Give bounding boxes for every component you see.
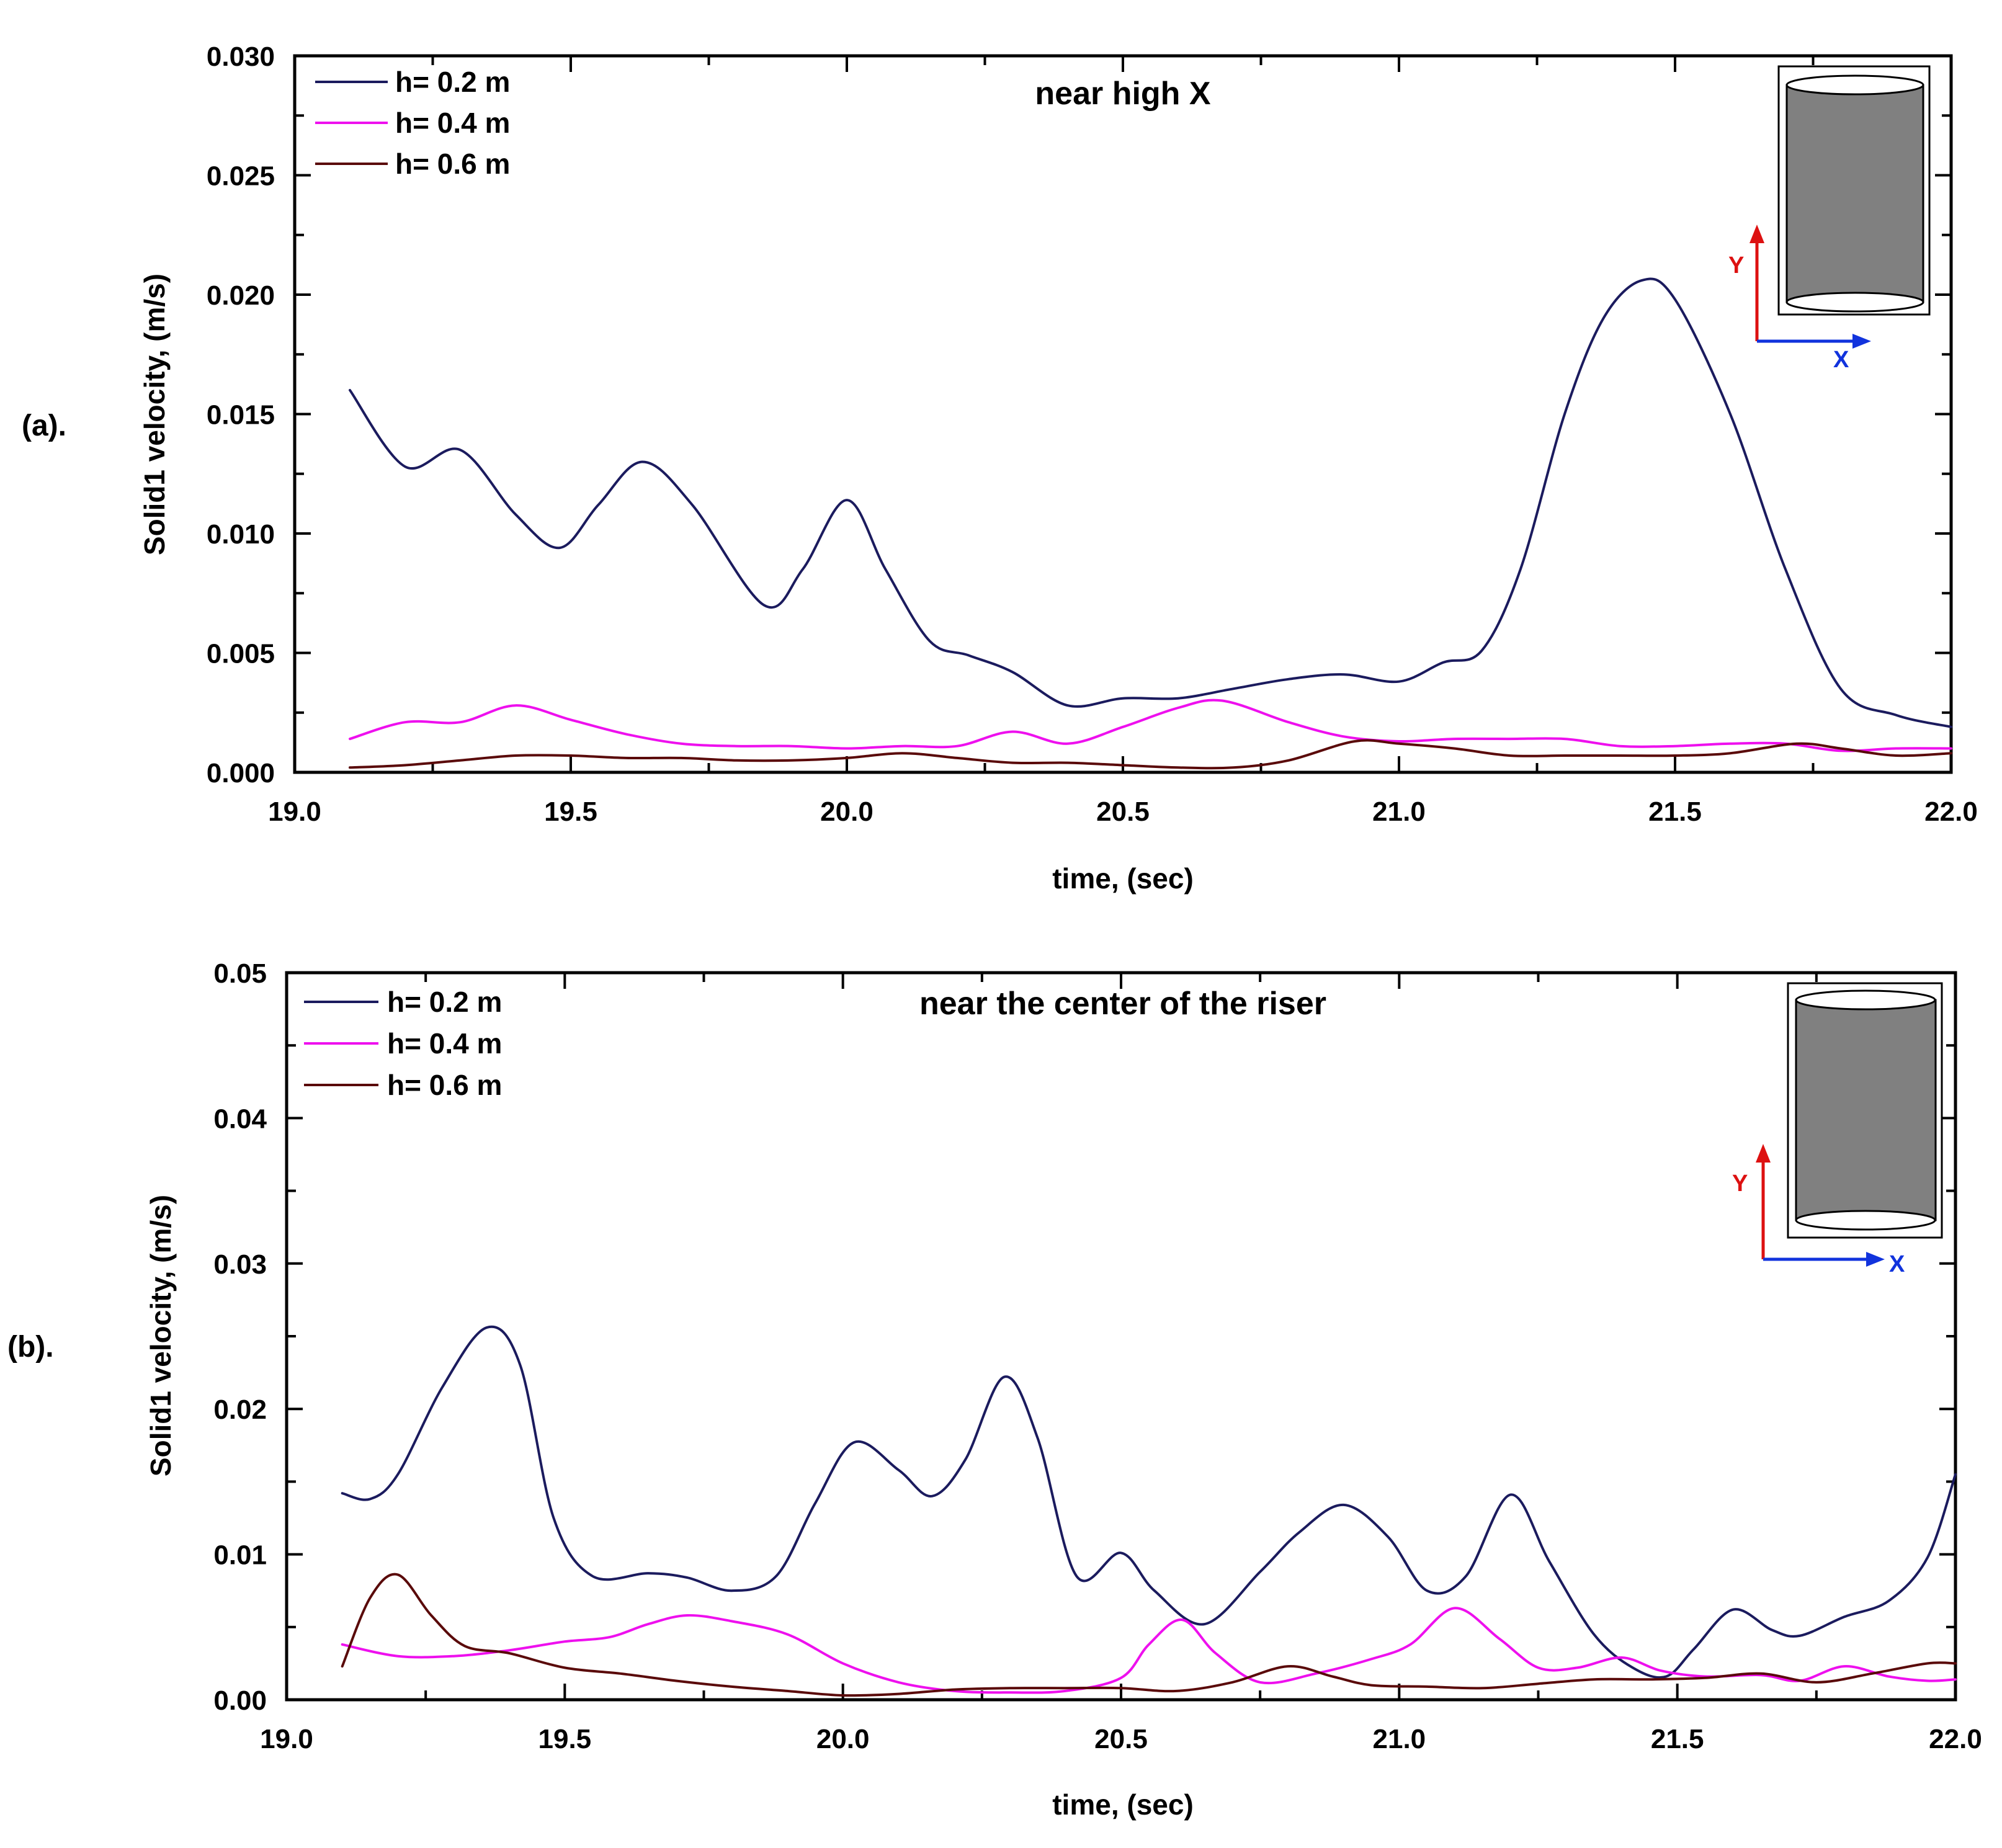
panel-b-x-axis-title: time, (sec) — [1052, 1788, 1194, 1821]
cylinder-icon — [1785, 74, 1924, 313]
panel-b-y-axis-title: Solid1 velocity, (m/s) — [145, 1195, 177, 1476]
x-axis-arrow-icon — [1757, 334, 1871, 349]
panel-a-legend: h= 0.2 m h= 0.4 m h= 0.6 m — [315, 66, 510, 180]
panel-a-y-tick-label: 0.025 — [207, 161, 275, 192]
panel-a-legend-label-h02: h= 0.2 m — [395, 66, 510, 98]
panel-a-x-tick-label: 21.5 — [1648, 797, 1702, 827]
x-axis-arrow-icon — [1763, 1252, 1885, 1267]
panel-a-inset: Y X — [1728, 65, 1931, 373]
panel-b-series-line-h02 — [341, 1325, 1957, 1679]
cylinder-icon — [1795, 989, 1937, 1231]
panel-b-series — [341, 1325, 1957, 1697]
panel-b-inset: Y X — [1732, 982, 1943, 1277]
panel-b-legend-label-h02: h= 0.2 m — [387, 986, 502, 1018]
panel-a-legend-label-h04: h= 0.4 m — [395, 107, 510, 139]
panel-a-x-tick-label: 19.5 — [544, 797, 597, 827]
panel-a-series-line-h04 — [349, 699, 1952, 752]
panel-a-x-tick-label: 20.0 — [820, 797, 874, 827]
panel-b-x-tick-label: 20.0 — [816, 1724, 870, 1754]
panel-b-tick-labels: 19.0 19.5 20.0 20.5 21.0 21.5 22.0 0.00 0.01 0.02… — [213, 958, 1982, 1754]
panel-b-y-tick-label: 0.04 — [213, 1104, 267, 1134]
panel-a-tick-labels: 19.0 19.5 20.0 20.5 21.0 21.5 22.0 0.000 0.005 0.… — [207, 42, 1978, 827]
panel-a-x-tick-label: 20.5 — [1096, 797, 1150, 827]
panel-a-inset-y-label: Y — [1728, 252, 1744, 279]
panel-a-chart: (a). 19.0 19.5 20.0 20.5 21.0 21.5 22.0 0.000 0.… — [22, 42, 1978, 895]
panel-b-x-tick-label: 19.0 — [260, 1724, 313, 1754]
panel-a-x-tick-label: 22.0 — [1924, 797, 1978, 827]
panel-b-chart: (b). 19.0 19.5 20.0 20.5 21.0 21.5 22.0 0.00 0.0… — [7, 958, 1982, 1821]
panel-b-series-line-h06 — [341, 1573, 1957, 1697]
panel-b-y-tick-label: 0.02 — [213, 1395, 267, 1425]
panel-b-label: (b). — [7, 1331, 54, 1364]
panel-b-inset-x-label: X — [1889, 1251, 1905, 1277]
panel-a-ticks — [293, 55, 1952, 774]
panel-a-y-tick-label: 0.030 — [207, 42, 275, 72]
panel-a-y-axis-title: Solid1 velocity, (m/s) — [138, 274, 171, 555]
panel-b-x-tick-label: 20.5 — [1094, 1724, 1148, 1754]
panel-a-y-tick-label: 0.010 — [207, 519, 275, 550]
panel-b-legend-label-h06: h= 0.6 m — [387, 1069, 502, 1101]
panel-a-legend-label-h06: h= 0.6 m — [395, 148, 510, 180]
panel-a-label: (a). — [22, 409, 66, 442]
panel-b-x-tick-label: 21.5 — [1651, 1724, 1704, 1754]
panel-b-legend-label-h04: h= 0.4 m — [387, 1027, 502, 1060]
panel-a-plot-frame — [293, 54, 1953, 774]
panel-a-y-tick-label: 0.005 — [207, 639, 275, 669]
panel-b-series-line-h04 — [341, 1607, 1957, 1694]
panel-a-title: near high X — [1035, 76, 1210, 112]
panel-a-x-tick-label: 21.0 — [1372, 797, 1426, 827]
panel-a-series-line-h06 — [349, 739, 1952, 770]
y-axis-arrow-icon — [1756, 1144, 1771, 1259]
panel-b-legend: h= 0.2 m h= 0.4 m h= 0.6 m — [304, 986, 502, 1101]
panel-a-inset-x-label: X — [1833, 347, 1849, 373]
y-axis-arrow-icon — [1750, 225, 1764, 341]
panel-a-series — [349, 277, 1952, 770]
panel-b-x-tick-label: 22.0 — [1929, 1724, 1982, 1754]
panel-b-inset-y-label: Y — [1732, 1171, 1748, 1197]
panel-a-series-line-h02 — [349, 277, 1952, 728]
panel-a-x-axis-title: time, (sec) — [1052, 862, 1194, 895]
panel-b-y-tick-label: 0.03 — [213, 1249, 267, 1280]
panel-b-x-tick-label: 19.5 — [538, 1724, 592, 1754]
panel-b-y-tick-label: 0.01 — [213, 1540, 267, 1571]
panel-b-plot-frame — [285, 971, 1957, 1702]
panel-a-y-tick-label: 0.000 — [207, 758, 275, 788]
panel-b-ticks — [285, 971, 1957, 1701]
panel-a-y-tick-label: 0.020 — [207, 280, 275, 311]
panel-b-title: near the center of the riser — [919, 986, 1326, 1022]
panel-a-x-tick-label: 19.0 — [268, 797, 321, 827]
panel-a-y-tick-label: 0.015 — [207, 400, 275, 431]
panel-b-x-tick-label: 21.0 — [1373, 1724, 1426, 1754]
panel-b-y-tick-label: 0.05 — [213, 958, 267, 989]
panel-b-y-tick-label: 0.00 — [213, 1685, 267, 1716]
